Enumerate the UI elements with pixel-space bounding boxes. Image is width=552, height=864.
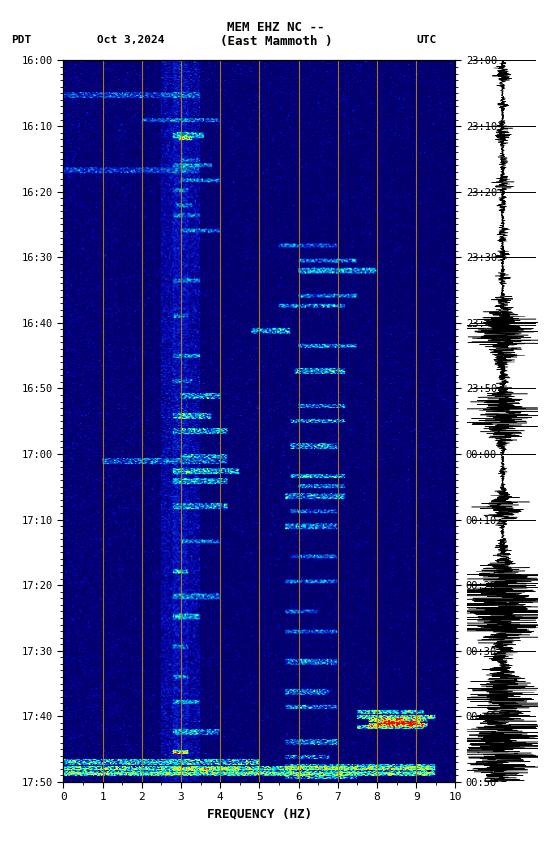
X-axis label: FREQUENCY (HZ): FREQUENCY (HZ) xyxy=(207,808,312,821)
Text: (East Mammoth ): (East Mammoth ) xyxy=(220,35,332,48)
Text: PDT: PDT xyxy=(11,35,31,46)
Text: Oct 3,2024: Oct 3,2024 xyxy=(97,35,164,46)
Text: MEM EHZ NC --: MEM EHZ NC -- xyxy=(227,21,325,34)
Text: UTC: UTC xyxy=(417,35,437,46)
